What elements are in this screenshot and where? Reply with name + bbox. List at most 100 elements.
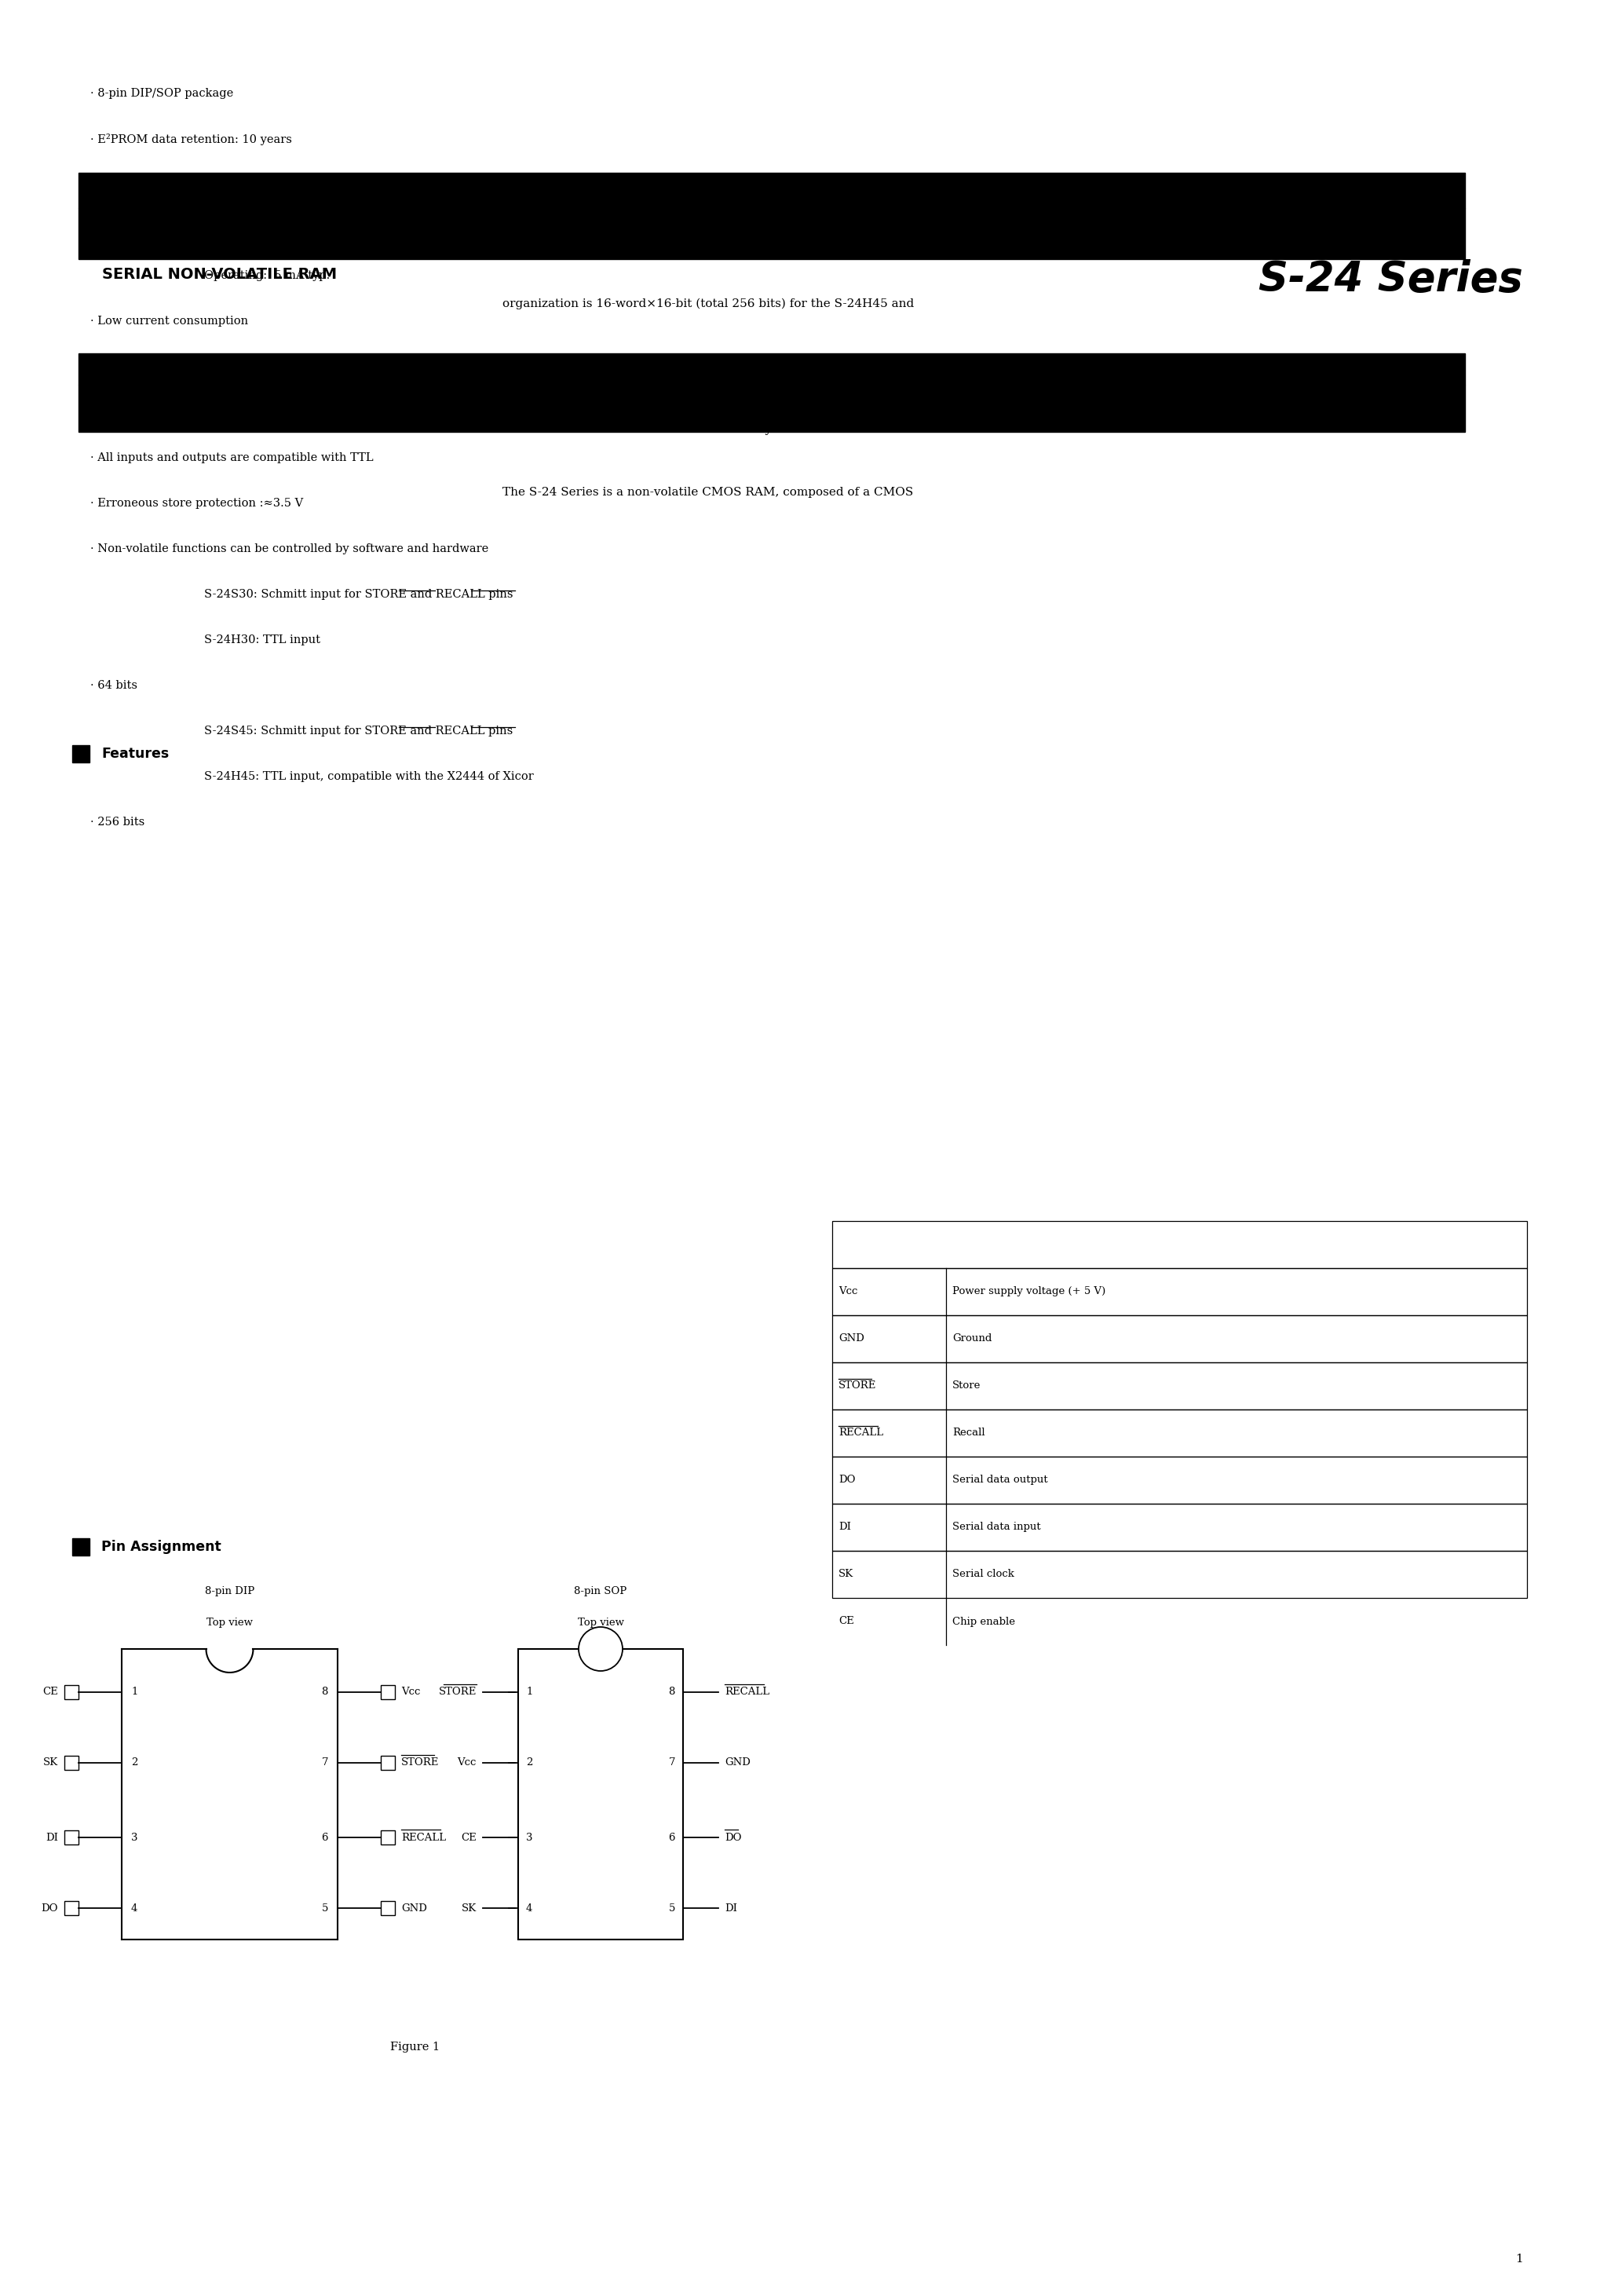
Text: 1: 1	[131, 1688, 138, 1697]
Text: 7: 7	[668, 1759, 675, 1768]
Bar	[381, 1901, 394, 1915]
Text: STORE: STORE	[839, 1380, 876, 1391]
Bar	[832, 1221, 1526, 1267]
Text: 1: 1	[526, 1688, 532, 1697]
Bar	[73, 746, 89, 762]
Text: · E²PROM data retention: 10 years: · E²PROM data retention: 10 years	[91, 133, 292, 145]
Bar	[832, 1410, 1526, 1456]
Text: S-24 Series: S-24 Series	[1259, 259, 1523, 301]
Text: Top view: Top view	[206, 1619, 253, 1628]
Text: DI: DI	[45, 1832, 58, 1841]
Text: 3: 3	[526, 1832, 532, 1841]
Text: · Non-volatile functions can be controlled by software and hardware: · Non-volatile functions can be controll…	[91, 544, 488, 553]
Text: DI: DI	[725, 1903, 738, 1913]
Text: 4: 4	[131, 1903, 138, 1913]
Text: STORE: STORE	[438, 1688, 477, 1697]
Text: 8-pin DIP: 8-pin DIP	[204, 1587, 255, 1596]
Text: Figure 1: Figure 1	[391, 2041, 440, 2053]
Bar	[832, 1456, 1526, 1504]
Text: The S-24 Series is a non-volatile CMOS RAM, composed of a CMOS: The S-24 Series is a non-volatile CMOS R…	[503, 487, 913, 498]
Text: 4: 4	[526, 1903, 532, 1913]
Text: · 8-pin DIP/SOP package: · 8-pin DIP/SOP package	[91, 87, 234, 99]
Text: · E²PROM store cycles : 10⁵ times: · E²PROM store cycles : 10⁵ times	[91, 179, 287, 191]
Text: · Erroneous store protection :≈3.5 V: · Erroneous store protection :≈3.5 V	[91, 498, 303, 510]
Text: DO: DO	[839, 1474, 855, 1486]
Text: CE: CE	[839, 1616, 855, 1626]
Text: SK: SK	[839, 1568, 853, 1580]
Text: SERIAL NON-VOLATILE RAM: SERIAL NON-VOLATILE RAM	[102, 266, 337, 282]
Text: Standby  :  1 μA  max.: Standby : 1 μA max.	[204, 225, 333, 236]
Text: STORE: STORE	[401, 1759, 440, 1768]
Bar	[832, 1362, 1526, 1410]
Text: S-24S30: Schmitt input for STORE and RECALL pins: S-24S30: Schmitt input for STORE and REC…	[204, 588, 513, 599]
Bar	[65, 1685, 78, 1699]
Text: * Except STORE and RECALL pins for the S-24S Series: * Except STORE and RECALL pins for the S…	[204, 406, 527, 418]
Bar	[73, 1538, 89, 1554]
Bar	[381, 1756, 394, 1770]
Text: Ground: Ground	[952, 1334, 993, 1343]
Text: Chip enable: Chip enable	[952, 1616, 1015, 1626]
Bar	[78, 354, 1465, 386]
Text: SK: SK	[462, 1903, 477, 1913]
Text: 8: 8	[321, 1688, 328, 1697]
Text: CE: CE	[461, 1832, 477, 1841]
Bar	[78, 172, 1465, 209]
Text: Features: Features	[101, 746, 169, 760]
Text: 6: 6	[668, 1832, 675, 1841]
Text: S-24H45: TTL input, compatible with the X2444 of Xicor: S-24H45: TTL input, compatible with the …	[204, 771, 534, 783]
Text: · All inputs and outputs are compatible with TTL: · All inputs and outputs are compatible …	[91, 452, 373, 464]
Text: 5: 5	[668, 1903, 675, 1913]
Text: GND: GND	[401, 1903, 427, 1913]
Text: 8: 8	[668, 1688, 675, 1697]
Text: 3: 3	[131, 1832, 138, 1841]
Text: RECALL: RECALL	[401, 1832, 446, 1841]
Text: Pin Assignment: Pin Assignment	[101, 1541, 221, 1554]
Bar	[65, 1756, 78, 1770]
Bar	[832, 1504, 1526, 1550]
Text: 2: 2	[131, 1759, 138, 1768]
Bar	[65, 1830, 78, 1844]
Text: Vcc: Vcc	[839, 1286, 858, 1297]
Text: · + 5-V single power supply (+ 5 V ± 10%): · + 5-V single power supply (+ 5 V ± 10%…	[91, 360, 336, 372]
Text: Serial data input: Serial data input	[952, 1522, 1041, 1531]
Text: RECALL: RECALL	[725, 1688, 769, 1697]
Text: Recall: Recall	[952, 1428, 985, 1437]
Text: CE: CE	[42, 1688, 58, 1697]
Text: GND: GND	[839, 1334, 865, 1343]
Text: · 64 bits: · 64 bits	[91, 680, 138, 691]
Text: GND: GND	[725, 1759, 751, 1768]
Text: Serial data output: Serial data output	[952, 1474, 1048, 1486]
Text: 8-pin SOP: 8-pin SOP	[574, 1587, 628, 1596]
Bar	[65, 1901, 78, 1915]
Text: Store: Store	[952, 1380, 981, 1391]
Text: · Low current consumption: · Low current consumption	[91, 315, 248, 326]
Text: SK: SK	[44, 1759, 58, 1768]
Text: 5: 5	[321, 1903, 328, 1913]
Text: Vcc: Vcc	[401, 1688, 420, 1697]
Text: Vcc: Vcc	[457, 1759, 477, 1768]
Bar	[832, 1316, 1526, 1362]
Text: programmable  memory  (E²PROM)  to  backup  the  SRAM.   The: programmable memory (E²PROM) to backup t…	[503, 360, 900, 372]
Bar	[517, 1649, 683, 1940]
Bar	[78, 386, 1465, 432]
Text: 2: 2	[526, 1759, 532, 1768]
Text: 6: 6	[321, 1832, 328, 1841]
Text: 7: 7	[321, 1759, 328, 1768]
Bar	[832, 1267, 1526, 1316]
Text: S-24H30: TTL input: S-24H30: TTL input	[204, 634, 320, 645]
Bar	[381, 1830, 394, 1844]
Text: Power supply voltage (+ 5 V): Power supply voltage (+ 5 V)	[952, 1286, 1106, 1297]
Text: Top view: Top view	[577, 1619, 624, 1628]
Circle shape	[579, 1628, 623, 1671]
Text: Serial clock: Serial clock	[952, 1568, 1014, 1580]
Bar	[381, 1685, 394, 1699]
Text: S-24S45: Schmitt input for STORE and RECALL pins: S-24S45: Schmitt input for STORE and REC…	[204, 726, 513, 737]
Text: organization is 16-word×16-bit (total 256 bits) for the S-24H45 and: organization is 16-word×16-bit (total 25…	[503, 298, 915, 310]
Text: 1: 1	[1515, 2255, 1523, 2264]
Text: Operating:  5 mA typ.: Operating: 5 mA typ.	[204, 271, 329, 280]
Text: DI: DI	[839, 1522, 852, 1531]
Text: the S-24S30.: the S-24S30.	[503, 172, 581, 184]
Bar	[78, 209, 1465, 259]
Bar	[832, 1550, 1526, 1598]
Text: · 256 bits: · 256 bits	[91, 817, 144, 827]
